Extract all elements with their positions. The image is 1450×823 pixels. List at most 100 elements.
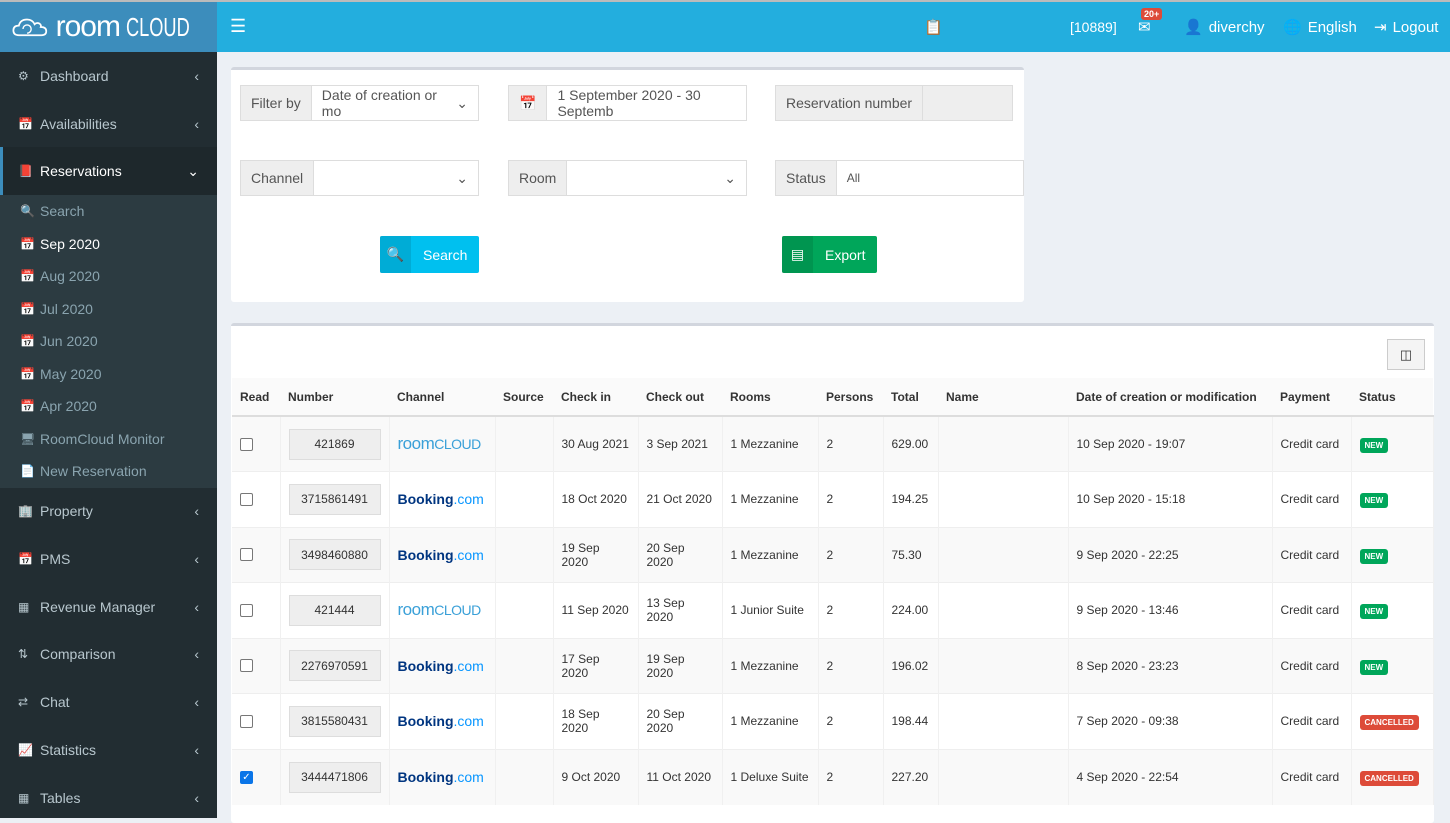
sidebar-item-search[interactable]: 🔍 Search <box>0 195 217 228</box>
clipboard-icon[interactable]: 📋 <box>924 19 943 36</box>
chevron-left-icon: ‹ <box>194 789 199 806</box>
reservation-number[interactable]: 421869 <box>288 428 381 460</box>
column-header[interactable]: Date of creation or modification <box>1068 378 1272 417</box>
sidebar-item-aug-2020[interactable]: 📅 Aug 2020 <box>0 260 217 293</box>
sidebar-item-property[interactable]: 🏢 Property ‹ <box>0 488 217 536</box>
guest-name <box>938 693 1069 749</box>
columns-toggle-button[interactable]: ◫ <box>1387 339 1425 370</box>
table-row[interactable]: 2276970591 Booking.com 17 Sep 2020 19 Se… <box>232 637 1434 694</box>
sidebar-item-jun-2020[interactable]: 📅 Jun 2020 <box>0 325 217 358</box>
calendar-icon: 📅 <box>20 236 35 251</box>
sidebar-item-revenue-manager[interactable]: ▦ Revenue Manager ‹ <box>0 583 217 631</box>
sidebar-item-dashboard[interactable]: ⚙ Dashboard ‹ <box>0 52 217 100</box>
sidebar-item-comparison[interactable]: ⇅ Comparison ‹ <box>0 631 217 679</box>
sidebar-item-pms[interactable]: 📅 PMS ‹ <box>0 535 217 583</box>
date-modified: 9 Sep 2020 - 13:46 <box>1068 582 1273 638</box>
table-row[interactable]: 3815580431 Booking.com 18 Sep 2020 20 Se… <box>232 693 1434 749</box>
status-select[interactable]: Status All <box>775 160 1024 196</box>
read-checkbox[interactable] <box>240 492 253 506</box>
file-icon: 📄 <box>20 464 35 479</box>
read-checkbox[interactable] <box>240 437 253 451</box>
column-header[interactable]: Read <box>232 378 280 417</box>
date-modified: 4 Sep 2020 - 22:54 <box>1068 748 1273 805</box>
persons: 2 <box>818 637 884 694</box>
read-checkbox[interactable] <box>240 603 253 617</box>
reservation-number[interactable]: 3444471806 <box>288 761 381 793</box>
check-in: 30 Aug 2021 <box>553 415 639 472</box>
logout-label: Logout <box>1392 18 1439 36</box>
room-select[interactable]: Room ⌄ <box>508 160 747 196</box>
column-header[interactable]: Rooms <box>722 378 818 417</box>
column-header[interactable]: Total <box>883 378 938 417</box>
column-header[interactable]: Check out <box>638 378 722 417</box>
rooms: 1 Mezzanine <box>722 415 819 472</box>
search-button[interactable]: 🔍 Search <box>380 236 480 273</box>
reservation-number[interactable]: 3715861491 <box>288 483 381 515</box>
sidebar-item-label: Jun 2020 <box>40 333 98 350</box>
sidebar-item-chat[interactable]: ⇄ Chat ‹ <box>0 678 217 726</box>
read-checkbox[interactable] <box>240 659 253 673</box>
column-header[interactable]: Name <box>938 378 1068 417</box>
booking-logo: Booking.com <box>397 713 484 730</box>
column-header[interactable]: Source <box>495 378 553 417</box>
total: 629.00 <box>883 415 939 472</box>
sidebar-item-reservations[interactable]: 📕 Reservations ⌄ <box>0 147 217 196</box>
reservation-number-input[interactable]: Reservation number <box>775 85 1013 121</box>
export-button[interactable]: ▤ Export <box>782 236 878 273</box>
filter-by-select[interactable]: Filter by Date of creation or mo ⌄ <box>240 85 479 121</box>
column-header[interactable]: Channel <box>389 378 495 417</box>
sidebar-item-tables[interactable]: ▦ Tables ‹ <box>0 774 217 822</box>
table-row[interactable]: 3715861491 Booking.com 18 Oct 2020 21 Oc… <box>232 471 1434 527</box>
guest-name <box>938 748 1069 805</box>
sidebar-item-may-2020[interactable]: 📅 May 2020 <box>0 358 217 391</box>
table-row[interactable]: 421444 roomCLOUD 11 Sep 2020 13 Sep 2020… <box>232 582 1434 638</box>
date-range-input[interactable]: 📅 1 September 2020 - 30 Septemb <box>508 85 747 121</box>
user-icon: 👤 <box>1184 19 1203 36</box>
date-modified: 10 Sep 2020 - 19:07 <box>1068 415 1273 472</box>
user-menu[interactable]: 👤 diverchy <box>1184 2 1265 52</box>
column-header[interactable]: Number <box>280 378 389 417</box>
table-row[interactable]: 421869 roomCLOUD 30 Aug 2021 3 Sep 2021 … <box>232 415 1434 472</box>
payment: Credit card <box>1272 582 1352 638</box>
table-row[interactable]: ✓ 3444471806 Booking.com 9 Oct 2020 11 O… <box>232 748 1434 805</box>
channel-label: Channel <box>241 161 315 195</box>
read-checkbox[interactable]: ✓ <box>240 770 253 784</box>
reservation-number[interactable]: 3815580431 <box>288 705 381 737</box>
chevron-left-icon: ‹ <box>194 551 199 568</box>
language-menu[interactable]: 🌐 English <box>1283 2 1357 52</box>
sidebar-item-statistics[interactable]: 📈 Statistics ‹ <box>0 726 217 774</box>
booking-logo: Booking.com <box>397 657 484 674</box>
reservation-number[interactable]: 3498460880 <box>288 539 381 571</box>
date-modified: 9 Sep 2020 - 22:25 <box>1068 526 1273 583</box>
menu-toggle-icon[interactable]: ☰ <box>230 16 247 36</box>
sidebar-item-label: May 2020 <box>40 365 102 382</box>
status-badge: NEW <box>1359 548 1389 564</box>
check-out: 20 Sep 2020 <box>638 526 723 583</box>
guest-name <box>938 526 1069 583</box>
sidebar-item-roomcloud-monitor[interactable]: 🖥 RoomCloud Monitor <box>0 423 217 456</box>
mail-icon[interactable]: ✉ <box>1138 19 1151 36</box>
reservation-number[interactable]: 2276970591 <box>288 650 381 682</box>
sidebar-item-apr-2020[interactable]: 📅 Apr 2020 <box>0 390 217 423</box>
logout-button[interactable]: ⇥ Logout <box>1374 2 1438 52</box>
column-header[interactable]: Status <box>1351 378 1433 417</box>
account-id: [10889] <box>1070 19 1117 35</box>
read-checkbox[interactable] <box>240 548 253 562</box>
gear-icon: ⚙ <box>18 68 29 83</box>
table-row[interactable]: 3498460880 Booking.com 19 Sep 2020 20 Se… <box>232 526 1434 583</box>
sidebar-item-new-reservation[interactable]: 📄 New Reservation <box>0 455 217 488</box>
column-header[interactable]: Check in <box>553 378 638 417</box>
chevron-left-icon: ‹ <box>194 598 199 615</box>
column-header[interactable]: Payment <box>1272 378 1351 417</box>
read-checkbox[interactable] <box>240 714 253 728</box>
column-header[interactable]: Persons <box>818 378 883 417</box>
logo[interactable]: room CLOUD <box>0 2 217 52</box>
reservation-number[interactable]: 421444 <box>288 594 381 626</box>
sidebar-item-jul-2020[interactable]: 📅 Jul 2020 <box>0 293 217 326</box>
source <box>495 471 554 527</box>
sidebar-item-sep-2020[interactable]: 📅 Sep 2020 <box>0 228 217 261</box>
date-modified: 8 Sep 2020 - 23:23 <box>1068 637 1273 694</box>
channel-select[interactable]: Channel ⌄ <box>240 160 479 196</box>
check-in: 18 Sep 2020 <box>553 693 639 749</box>
sidebar-item-availabilities[interactable]: 📅 Availabilities ‹ <box>0 100 217 148</box>
